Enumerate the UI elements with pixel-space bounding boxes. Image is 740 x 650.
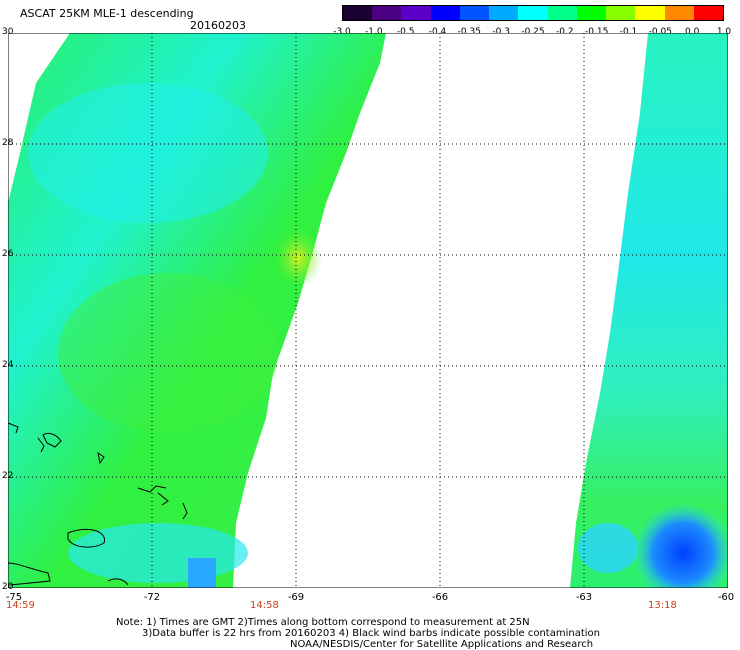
y-tick-label: 26 xyxy=(2,249,14,259)
color-swatch-7 xyxy=(547,6,577,20)
y-tick-label: 28 xyxy=(2,138,14,148)
y-tick-label: 30 xyxy=(2,27,14,37)
time-label-3: 13:18 xyxy=(648,600,677,611)
colorbar-label: -0.4 xyxy=(428,27,447,37)
x-tick-label: -66 xyxy=(431,592,449,603)
note-line-3: NOAA/NESDIS/Center for Satellite Applica… xyxy=(290,639,594,650)
right-swath xyxy=(570,33,728,588)
color-swatch-3 xyxy=(430,6,460,20)
colorbar-label: -0.15 xyxy=(585,27,609,37)
color-swatch-12 xyxy=(693,6,724,20)
colorbar-label: -0.2 xyxy=(556,27,574,37)
note-line-2: 3)Data buffer is 22 hrs from 20160203 4)… xyxy=(142,628,600,639)
colorbar-label: -0.25 xyxy=(521,27,545,37)
y-tick-label: 22 xyxy=(2,471,14,481)
x-tick-label: -69 xyxy=(287,592,305,603)
coastline xyxy=(8,422,188,586)
colorbar-label: -0.3 xyxy=(492,27,510,37)
colorbar-label: -0.35 xyxy=(457,27,481,37)
color-swatch-6 xyxy=(518,6,548,20)
y-tick-label: 24 xyxy=(2,360,14,370)
color-swatch-10 xyxy=(635,6,665,20)
colorbar-label: 0.0 xyxy=(684,27,700,37)
x-tick-label: -60 xyxy=(717,592,735,603)
swath-map xyxy=(8,33,728,588)
blue-low xyxy=(633,503,728,588)
colorbar-label: -1.0 xyxy=(365,27,383,37)
cyan-south xyxy=(578,523,638,573)
color-swatch-5 xyxy=(489,6,519,20)
y-tick-label: 20 xyxy=(2,582,14,592)
note-line-1: Note: 1) Times are GMT 2)Times along bot… xyxy=(116,617,530,628)
cyan-region xyxy=(28,83,268,223)
x-tick-label: -75 xyxy=(5,592,23,603)
color-swatch-2 xyxy=(401,6,431,20)
map-title: ASCAT 25KM MLE-1 descending xyxy=(20,7,194,20)
color-swatch-11 xyxy=(664,6,694,20)
colorbar-label: -3.0 xyxy=(333,27,351,37)
color-swatch-0 xyxy=(343,6,373,20)
colorbar-label: 1.0 xyxy=(716,27,732,37)
time-label-2: 14:58 xyxy=(250,600,279,611)
colorbar-label: -0.05 xyxy=(648,27,672,37)
color-swatch-9 xyxy=(606,6,636,20)
time-label-1: 14:59 xyxy=(6,600,35,611)
colorbar-label: -0.5 xyxy=(396,27,415,37)
x-tick-label: -72 xyxy=(143,592,161,603)
color-swatch-8 xyxy=(576,6,607,20)
green-region xyxy=(58,273,278,433)
x-tick-label: -63 xyxy=(575,592,593,603)
map-date: 20160203 xyxy=(190,19,246,32)
color-swatch-4 xyxy=(459,6,490,20)
color-scale-bar xyxy=(342,5,724,21)
colorbar-label: -0.1 xyxy=(619,27,638,37)
blue-pixels xyxy=(188,558,216,588)
yellow-patch xyxy=(274,228,322,288)
color-swatch-1 xyxy=(372,6,402,20)
cyan-low-region xyxy=(68,523,248,583)
grid-lines xyxy=(8,33,728,588)
